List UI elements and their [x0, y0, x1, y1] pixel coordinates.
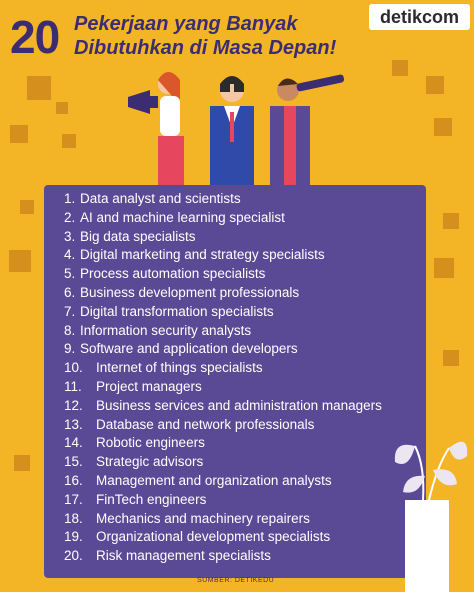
job-label: Risk management specialists	[96, 548, 271, 564]
job-item: 14. Robotic engineers	[64, 434, 419, 453]
job-item: 4. Digital marketing and strategy special…	[64, 246, 419, 265]
job-number: 2.	[64, 209, 76, 225]
decor-square	[56, 102, 68, 114]
job-number: 5.	[64, 266, 76, 282]
source-credit: SUMBER: DETIKEDU	[197, 577, 275, 584]
job-label: Software and application developers	[80, 341, 298, 357]
decor-square	[27, 76, 51, 100]
job-number: 17.	[64, 491, 83, 507]
job-label: Management and organization analysts	[96, 472, 332, 488]
job-number: 9.	[64, 341, 76, 357]
job-label: AI and machine learning specialist	[80, 209, 285, 225]
job-label: Information security analysts	[80, 322, 252, 338]
job-item: 9. Software and application developers	[64, 340, 419, 359]
job-item: 15. Strategic advisors	[64, 453, 419, 472]
job-label: Digital transformation specialists	[80, 303, 274, 319]
decor-square	[20, 200, 34, 214]
job-item: 12. Business services and administration …	[64, 397, 419, 416]
job-item: 20. Risk management specialists	[64, 547, 419, 566]
job-number: 3.	[64, 228, 76, 244]
detikcom-logo: detikcom	[369, 4, 470, 30]
decor-square	[426, 76, 444, 94]
headline-line-1: Pekerjaan yang Banyak	[74, 13, 298, 35]
job-number: 15.	[64, 454, 83, 470]
job-label: Internet of things specialists	[96, 360, 263, 376]
job-number: 18.	[64, 510, 83, 526]
decor-square	[434, 258, 454, 278]
people-illustration	[128, 72, 345, 187]
decor-square	[392, 60, 408, 76]
decor-square	[62, 134, 76, 148]
job-label: Organizational development specialists	[96, 529, 331, 545]
job-item: 17. FinTech engineers	[64, 491, 419, 510]
job-list: 1. Data analyst and scientists 2. AI and ma…	[64, 190, 419, 566]
job-number: 11.	[64, 378, 82, 394]
job-label: Big data specialists	[80, 228, 196, 244]
job-number: 13.	[64, 416, 83, 432]
decor-square	[443, 213, 459, 229]
job-label: Digital marketing and strategy specialis…	[80, 247, 325, 263]
telescope-person-icon	[270, 74, 345, 187]
job-number: 8.	[64, 322, 76, 338]
job-number: 4.	[64, 247, 76, 263]
job-item: 16. Management and organization analysts	[64, 472, 419, 491]
headline-number: 20	[10, 11, 60, 63]
job-number: 7.	[64, 303, 76, 319]
job-item: 1. Data analyst and scientists	[64, 190, 419, 209]
job-label: Project managers	[96, 378, 202, 394]
decor-square	[434, 118, 452, 136]
job-item: 7. Digital transformation specialists	[64, 303, 419, 322]
job-list-panel	[44, 185, 426, 578]
job-item: 5. Process automation specialists	[64, 265, 419, 284]
job-number: 1.	[64, 191, 76, 206]
job-label: Data analyst and scientists	[80, 191, 241, 206]
job-label: FinTech engineers	[96, 491, 207, 507]
job-label: Process automation specialists	[80, 266, 266, 282]
job-label: Database and network professionals	[96, 416, 315, 432]
job-item: 19. Organizational development specialist…	[64, 528, 419, 547]
job-label: Robotic engineers	[96, 435, 205, 451]
job-item: 10. Internet of things specialists	[64, 359, 419, 378]
job-number: 19.	[64, 529, 83, 545]
job-label: Strategic advisors	[96, 454, 204, 470]
job-item: 2. AI and machine learning specialist	[64, 209, 419, 228]
job-number: 6.	[64, 284, 76, 300]
job-item: 13. Database and network professionals	[64, 416, 419, 435]
job-number: 16.	[64, 472, 83, 488]
decor-square	[14, 455, 30, 471]
job-item: 8. Information security analysts	[64, 322, 419, 341]
job-number: 14.	[64, 435, 83, 451]
binoculars-person-icon	[210, 76, 254, 187]
job-item: 11. Project managers	[64, 378, 419, 397]
decor-square	[10, 125, 28, 143]
decor-square	[9, 250, 31, 272]
job-item: 3. Big data specialists	[64, 228, 419, 247]
job-item: 18. Mechanics and machinery repairers	[64, 510, 419, 529]
job-number: 10.	[64, 360, 83, 376]
job-item: 6. Business development professionals	[64, 284, 419, 303]
headline-line-2: Dibutuhkan di Masa Depan!	[74, 37, 337, 59]
job-number: 12.	[64, 397, 83, 413]
job-label: Business services and administration man…	[96, 397, 382, 413]
megaphone-person-icon	[128, 72, 184, 187]
job-number: 20.	[64, 548, 83, 564]
job-label: Mechanics and machinery repairers	[96, 510, 310, 526]
headline-title: Pekerjaan yang Banyak Dibutuhkan di Masa…	[74, 12, 336, 60]
job-label: Business development professionals	[80, 284, 300, 300]
plant-vase-icon	[394, 441, 468, 592]
decor-square	[443, 350, 459, 366]
